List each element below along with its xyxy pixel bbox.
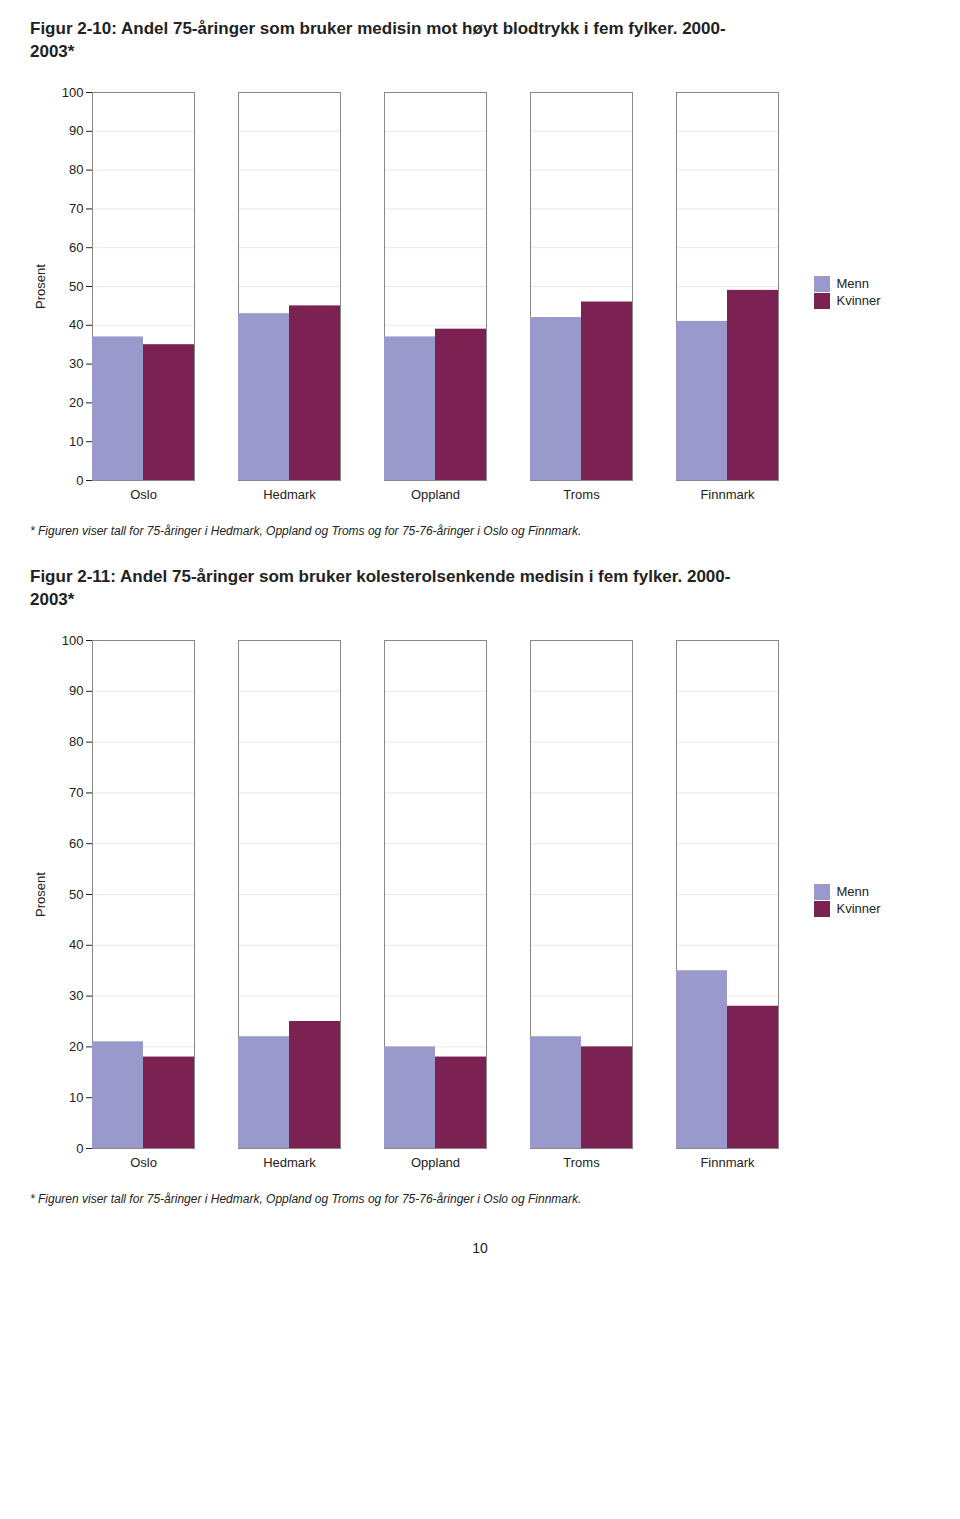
svg-text:40: 40: [69, 937, 83, 952]
svg-text:80: 80: [69, 162, 83, 177]
svg-text:0: 0: [76, 473, 83, 488]
svg-text:Troms: Troms: [563, 487, 600, 502]
html-text:* Figuren viser tall for 75-år: * Figuren viser tall for 75-åringer i He…: [30, 1191, 582, 1206]
svg-text:10: 10: [69, 1090, 83, 1105]
svg-text:Prosent: Prosent: [33, 264, 48, 309]
html-text:* Figuren viser tall for 75-år: * Figuren viser tall for 75-åringer i He…: [30, 523, 582, 538]
html-text:Menn: Menn: [836, 276, 869, 292]
svg-text:60: 60: [69, 836, 83, 851]
svg-text:20: 20: [69, 395, 83, 410]
html-text:2003*: 2003*: [30, 41, 75, 61]
svg-text:100: 100: [62, 632, 84, 647]
svg-text:10: 10: [69, 434, 83, 449]
svg-text:70: 70: [69, 785, 83, 800]
svg-text:Prosent: Prosent: [33, 871, 48, 916]
html-text:10: 10: [472, 1239, 488, 1256]
svg-text:Troms: Troms: [563, 1154, 600, 1169]
svg-text:Finnmark: Finnmark: [700, 1154, 755, 1169]
svg-text:20: 20: [69, 1039, 83, 1054]
svg-text:60: 60: [69, 240, 83, 255]
svg-text:90: 90: [69, 683, 83, 698]
svg-text:Oppland: Oppland: [411, 487, 460, 502]
svg-text:30: 30: [69, 356, 83, 371]
html-text:Menn: Menn: [836, 884, 869, 899]
svg-text:90: 90: [69, 123, 83, 138]
svg-text:Oslo: Oslo: [130, 487, 157, 502]
svg-text:0: 0: [76, 1140, 83, 1155]
svg-text:40: 40: [69, 317, 83, 332]
svg-text:30: 30: [69, 988, 83, 1003]
html-text:Figur 2-10: Andel 75-åringer s: Figur 2-10: Andel 75-åringer som bruker …: [30, 19, 726, 38]
svg-text:50: 50: [69, 279, 83, 294]
svg-text:100: 100: [62, 85, 84, 100]
svg-text:Hedmark: Hedmark: [263, 1154, 316, 1169]
svg-text:Oslo: Oslo: [130, 1154, 157, 1169]
html-text:Figur 2-11: Andel 75-åringer s: Figur 2-11: Andel 75-åringer som bruker …: [30, 566, 731, 586]
svg-text:Oppland: Oppland: [411, 1154, 460, 1169]
html-text:2003*: 2003*: [30, 589, 75, 609]
svg-text:50: 50: [69, 886, 83, 901]
svg-text:80: 80: [69, 734, 83, 749]
html-text:Kvinner: Kvinner: [836, 901, 881, 916]
html-text:Kvinner: Kvinner: [836, 293, 881, 309]
svg-text:Hedmark: Hedmark: [263, 487, 316, 502]
svg-text:70: 70: [69, 201, 83, 216]
svg-text:Finnmark: Finnmark: [700, 487, 755, 502]
